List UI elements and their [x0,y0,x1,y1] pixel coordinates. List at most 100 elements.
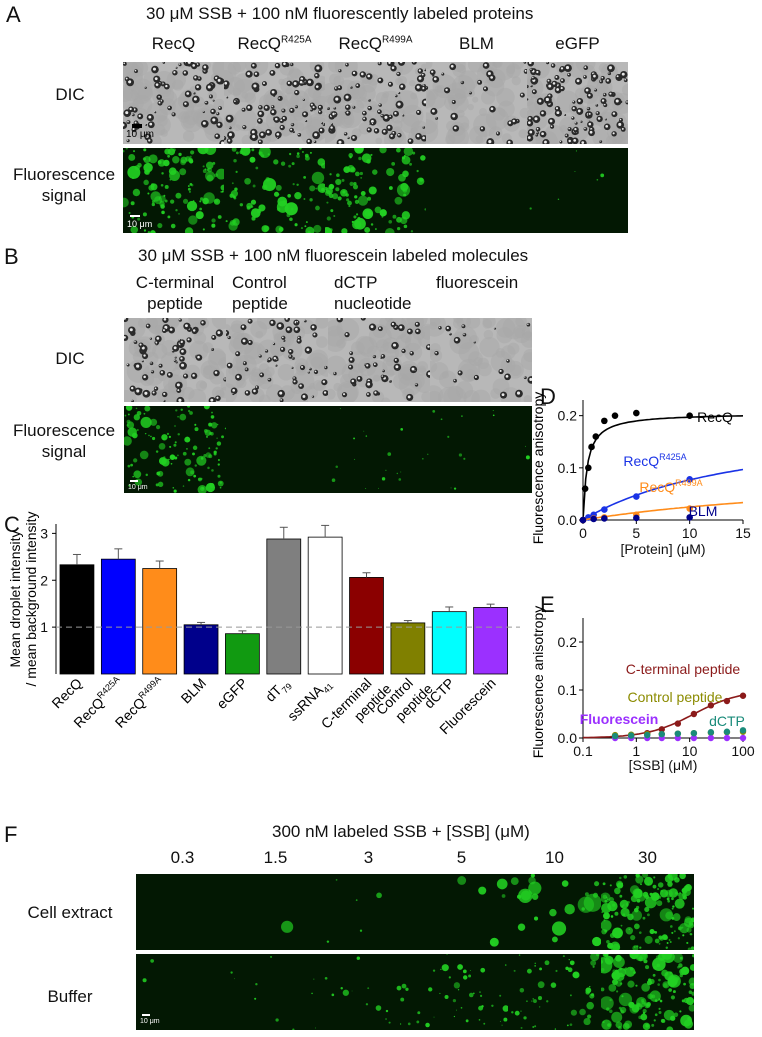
fluor-droplet [170,199,175,204]
fluor-droplet [163,159,170,167]
fluor-droplet [401,155,411,165]
panel-b-dic-tile-3-image [430,318,532,402]
dic-droplet [171,349,175,353]
panel-a-fluor-tile-2-image [325,148,426,233]
dic-droplet-highlight [283,62,286,65]
fluor-droplet [425,1022,430,1028]
dic-droplet-highlight [601,76,604,79]
fluor-droplet [622,1022,630,1030]
fluor-droplet [144,169,150,175]
fluor-droplet [679,874,686,880]
fluor-droplet [150,230,156,233]
dic-droplet-highlight [484,63,487,67]
dic-droplet-highlight [270,71,274,74]
fluor-droplet [479,991,481,993]
panel-e-series-label: C-terminal peptide [626,661,741,677]
panel-c-y-tick-label: 1 [40,619,48,635]
dic-droplet-highlight [295,327,298,331]
fluor-droplet [155,450,159,453]
dic-droplet-highlight [139,343,142,346]
panel-a-dic-tile-2 [325,62,426,144]
fluor-droplet [534,965,536,967]
dic-droplet-highlight [412,62,415,63]
dic-blob [335,79,360,104]
dic-droplet-highlight [501,393,505,397]
fluor-droplet [170,223,176,229]
fluor-droplet [400,1023,402,1025]
dic-droplet-highlight [310,103,313,106]
fluor-droplet [396,148,401,153]
dic-droplet-highlight [202,111,204,112]
panel-letter-a: A [6,2,21,27]
dic-blob [467,103,474,111]
fluor-droplet [378,487,379,489]
dic-droplet-highlight [626,101,628,103]
fluor-droplet [196,455,207,466]
fluor-droplet [340,987,343,990]
fluor-droplet [331,193,339,200]
fluor-droplet [229,193,234,198]
fluor-droplet [520,1010,522,1012]
fluor-droplet [468,992,474,998]
fluor-droplet [658,978,661,982]
panel-b-dic-tile-1-image [226,318,328,402]
fluor-droplet [592,965,595,968]
panel-a-col-0: RecQ [123,34,224,54]
dic-droplet-highlight [275,117,278,121]
fluor-droplet [640,1013,648,1021]
panel-d-x-tick-label: 5 [632,525,640,541]
dic-blob [410,92,418,100]
fluor-droplet [174,441,177,444]
dic-droplet-highlight [605,125,609,128]
dic-droplet-highlight [344,132,346,135]
dic-droplet-highlight [323,391,327,394]
dic-droplet-highlight [164,325,168,329]
panel-f-buffer-tile-3-image [415,954,508,1030]
fluor-droplet [341,178,345,182]
fluor-droplet [203,192,215,204]
dic-droplet [178,338,182,342]
dic-blob [337,383,358,402]
fluor-droplet [646,980,653,986]
panel-f-col-2: 3 [363,848,374,867]
fluor-droplet [132,188,141,197]
fluor-droplet [335,187,340,192]
fluor-droplet [504,964,507,966]
panel-f-extract-tile-1-image [229,874,322,950]
panel-c-bar [349,577,384,675]
dic-blob [592,129,610,144]
dic-droplet-highlight [445,88,448,92]
panel-c-y-tick-label: 3 [40,525,48,541]
dic-droplet-highlight [379,103,381,106]
fluor-droplet [499,1020,501,1022]
dic-droplet-highlight [136,364,140,368]
dic-droplet-highlight [338,86,341,89]
fluor-background [136,874,229,950]
fluor-droplet [142,978,147,983]
dic-droplet-highlight [154,77,158,81]
fluor-droplet [169,445,172,448]
fluor-droplet [270,955,272,958]
dic-droplet-highlight [474,375,477,379]
fluor-droplet [331,993,335,997]
fluor-droplet [204,148,217,155]
dic-droplet-highlight [596,111,599,114]
dic-droplet [275,358,279,362]
dic-droplet-highlight [277,137,279,138]
panel-d-data-point [633,493,640,500]
fluor-droplet [359,929,363,932]
dic-droplet-highlight [262,82,265,85]
dic-droplet [389,380,392,383]
fluor-droplet [612,979,619,986]
fluor-droplet [401,983,407,989]
fluor-droplet [537,981,545,989]
dic-droplet-highlight [581,141,585,144]
dic-droplet-highlight [149,337,151,339]
dic-blob [490,388,501,399]
fluor-droplet [130,201,135,206]
dic-droplet-highlight [435,351,437,354]
fluor-droplet [619,967,622,971]
dic-droplet-highlight [178,398,182,402]
fluor-droplet [187,478,191,482]
panel-d-x-tick-label: 10 [682,525,698,541]
